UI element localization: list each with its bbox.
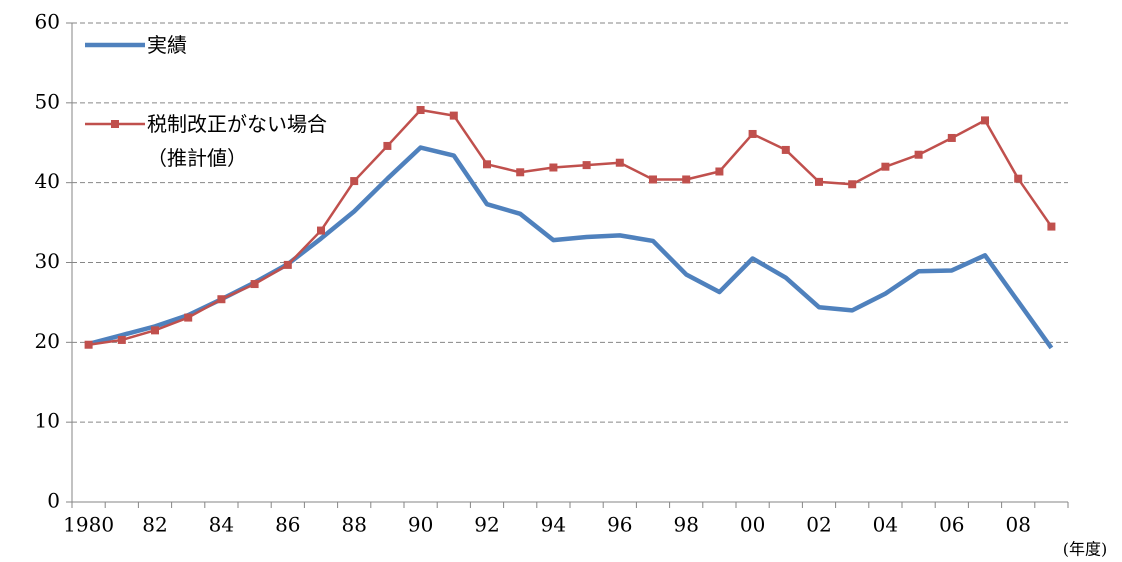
- point-marker: [117, 335, 126, 344]
- point-marker: [317, 226, 325, 235]
- point-marker: [649, 175, 657, 184]
- point-marker: [781, 145, 790, 154]
- x-tick-label: 82: [142, 513, 167, 537]
- x-tick-label: 88: [341, 513, 366, 537]
- point-marker: [682, 175, 691, 184]
- x-tick-label: 00: [740, 513, 765, 537]
- point-marker: [217, 295, 226, 304]
- legend-marker: [111, 120, 119, 128]
- x-tick-label: 86: [275, 513, 300, 537]
- point-marker: [1047, 222, 1056, 231]
- point-marker: [582, 161, 591, 170]
- x-tick-label: 04: [873, 513, 898, 537]
- point-marker: [483, 160, 491, 169]
- y-tick-label: 50: [35, 89, 60, 113]
- point-marker: [1014, 174, 1023, 183]
- point-marker: [84, 340, 93, 349]
- point-marker: [151, 326, 159, 335]
- point-marker: [815, 177, 823, 186]
- point-marker: [947, 133, 956, 142]
- y-tick-label: 0: [47, 489, 60, 513]
- legend-label: 実績: [147, 33, 187, 57]
- x-tick-label: 1980: [63, 513, 114, 537]
- point-marker: [981, 116, 989, 125]
- point-marker: [416, 106, 425, 115]
- x-axis-title: (年度): [1063, 540, 1108, 559]
- point-marker: [383, 141, 392, 150]
- x-tick-label: 06: [939, 513, 964, 537]
- x-tick-label: 02: [806, 513, 831, 537]
- y-tick-label: 60: [35, 10, 60, 34]
- x-tick-label: 96: [607, 513, 632, 537]
- y-tick-label: 40: [35, 169, 60, 193]
- point-marker: [184, 313, 193, 322]
- x-tick-label: 84: [209, 513, 234, 537]
- point-marker: [516, 168, 525, 177]
- point-marker: [250, 280, 259, 289]
- point-marker: [748, 129, 757, 138]
- x-tick-label: 94: [541, 513, 566, 537]
- point-marker: [715, 167, 724, 176]
- x-tick-label: 98: [673, 513, 698, 537]
- series-line: [88, 145, 1054, 350]
- series-line: [88, 108, 1053, 346]
- x-tick-label: 90: [408, 513, 433, 537]
- point-marker: [350, 177, 359, 186]
- point-marker: [615, 158, 624, 167]
- point-marker: [914, 150, 923, 159]
- y-tick-label: 10: [35, 409, 60, 433]
- legend-label: 税制改正がない場合 （推計値）: [147, 112, 327, 170]
- point-marker: [881, 162, 890, 171]
- point-marker: [549, 163, 558, 172]
- y-tick-label: 20: [35, 329, 60, 353]
- point-marker: [283, 260, 292, 269]
- y-tick-label: 30: [35, 249, 60, 273]
- x-tick-label: 08: [1005, 513, 1030, 537]
- point-marker: [449, 111, 458, 120]
- x-tick-label: 92: [474, 513, 499, 537]
- point-marker: [848, 180, 857, 189]
